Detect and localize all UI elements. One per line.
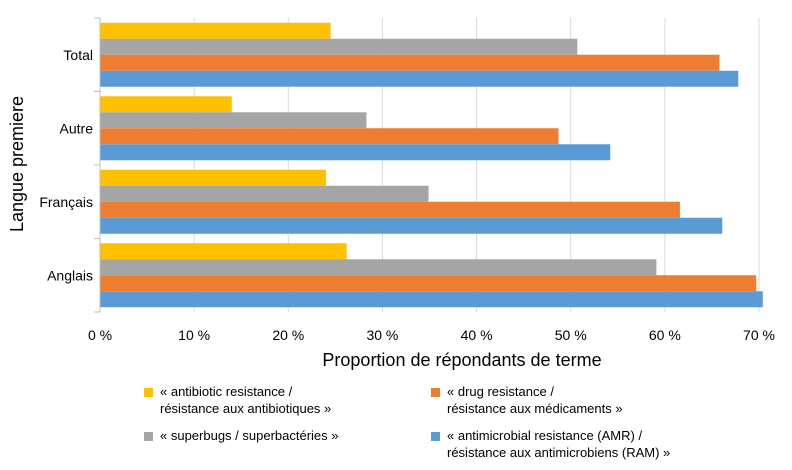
y-tick-label: Total [63, 47, 93, 63]
bar-anglais-series-1 [100, 259, 657, 276]
bar-total-series-1 [100, 38, 578, 55]
legend-label-line: résistance aux antimicrobiens (RAM) » [447, 445, 671, 460]
bar-autre-series-2 [100, 128, 559, 145]
legend-label-line: « superbugs / superbactéries » [160, 428, 339, 443]
bar-total-series-0 [100, 22, 331, 39]
legend-item-drug-resistance: « drug resistance / résistance aux médic… [431, 383, 623, 417]
y-tick-label: Autre [60, 120, 94, 136]
x-tick-label: 50 % [555, 327, 587, 343]
x-tick-label: 30 % [366, 327, 398, 343]
legend-item-antimicrobial-resistance: « antimicrobial resistance (AMR) / résis… [431, 427, 670, 461]
legend-swatch-superbugs [144, 432, 153, 441]
x-axis: 0 % 10 % 20 % 30 % 40 % 50 % 60 % 70 % [88, 327, 775, 343]
legend-label-line: « antimicrobial resistance (AMR) / [447, 428, 643, 443]
bar-français-series-1 [100, 185, 429, 202]
legend-swatch-drug-resistance [431, 388, 440, 397]
bar-anglais-series-3 [100, 291, 763, 308]
x-tick-label: 10 % [178, 327, 210, 343]
x-tick-label: 0 % [88, 327, 112, 343]
bar-français-series-3 [100, 217, 723, 234]
bar-autre-series-0 [100, 96, 232, 113]
bar-français-series-2 [100, 201, 680, 218]
bar-total-series-3 [100, 70, 739, 87]
legend-label-line: résistance aux antibiotiques » [160, 401, 332, 416]
x-tick-label: 40 % [461, 327, 493, 343]
bar-autre-series-1 [100, 112, 367, 129]
x-tick-label: 20 % [272, 327, 304, 343]
legend-label-line: « drug resistance / [447, 384, 554, 399]
y-tick-label: Français [39, 194, 93, 210]
bars [100, 22, 763, 308]
legend-label-line: résistance aux médicaments » [447, 401, 623, 416]
bar-anglais-series-2 [100, 275, 757, 292]
legend-swatch-antimicrobial-resistance [431, 432, 440, 441]
y-axis-title: Langue premiere [7, 96, 27, 232]
bar-autre-series-3 [100, 144, 611, 161]
legend-item-superbugs: « superbugs / superbactéries » [144, 427, 339, 444]
y-tick-label: Anglais [47, 267, 93, 283]
legend-label-line: « antibiotic resistance / [160, 384, 293, 399]
x-tick-label: 70 % [743, 327, 775, 343]
x-axis-title: Proportion de répondants de terme [322, 350, 601, 370]
x-tick-label: 60 % [649, 327, 681, 343]
bar-total-series-2 [100, 54, 720, 71]
bar-anglais-series-0 [100, 243, 347, 260]
bar-français-series-0 [100, 169, 326, 186]
y-axis: Total Autre Français Anglais [39, 18, 101, 312]
legend-swatch-antibiotic-resistance [144, 388, 153, 397]
legend-item-antibiotic-resistance: « antibiotic resistance / résistance aux… [144, 383, 331, 417]
